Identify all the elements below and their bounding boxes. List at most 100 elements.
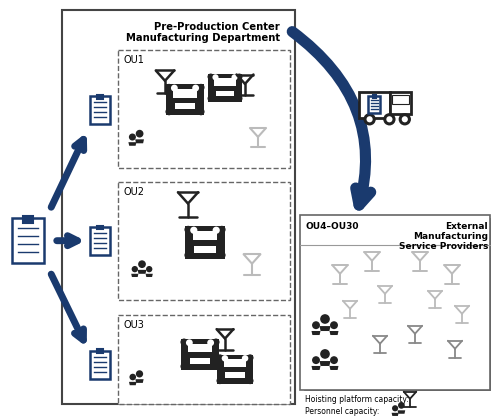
Bar bbox=[390, 93, 411, 114]
Circle shape bbox=[212, 339, 220, 346]
Polygon shape bbox=[330, 331, 338, 335]
Circle shape bbox=[212, 363, 220, 370]
Circle shape bbox=[136, 130, 143, 137]
Bar bbox=[217, 355, 253, 384]
Bar bbox=[358, 93, 390, 118]
Circle shape bbox=[136, 370, 143, 378]
Circle shape bbox=[186, 339, 193, 346]
Circle shape bbox=[208, 73, 214, 80]
Text: OU2: OU2 bbox=[123, 187, 144, 197]
Bar bbox=[62, 10, 295, 404]
Circle shape bbox=[198, 108, 204, 115]
Circle shape bbox=[198, 84, 204, 91]
Circle shape bbox=[232, 74, 237, 80]
Circle shape bbox=[312, 356, 320, 364]
Circle shape bbox=[242, 355, 248, 362]
Bar bbox=[97, 95, 103, 98]
Circle shape bbox=[184, 226, 192, 233]
Circle shape bbox=[146, 266, 152, 272]
Bar bbox=[118, 50, 290, 168]
Circle shape bbox=[184, 251, 192, 259]
Bar bbox=[368, 96, 380, 113]
Bar bbox=[216, 91, 234, 96]
Bar bbox=[118, 182, 290, 300]
Circle shape bbox=[166, 84, 172, 91]
Polygon shape bbox=[136, 379, 143, 383]
Text: Pre-Production Center: Pre-Production Center bbox=[154, 22, 280, 32]
Bar bbox=[194, 246, 216, 253]
Text: OU3: OU3 bbox=[123, 320, 144, 330]
Bar bbox=[23, 216, 33, 222]
Polygon shape bbox=[330, 366, 338, 370]
Bar bbox=[174, 103, 196, 109]
Polygon shape bbox=[398, 410, 405, 414]
Circle shape bbox=[398, 113, 411, 125]
Bar bbox=[90, 351, 110, 378]
Polygon shape bbox=[320, 326, 330, 331]
Circle shape bbox=[236, 95, 242, 102]
Bar bbox=[181, 339, 219, 370]
Bar bbox=[12, 218, 44, 263]
Circle shape bbox=[190, 227, 198, 234]
Bar bbox=[300, 215, 490, 390]
Text: External: External bbox=[446, 222, 488, 231]
Polygon shape bbox=[312, 366, 320, 370]
Text: Hoisting platform capacity:: Hoisting platform capacity: bbox=[305, 395, 409, 403]
Bar bbox=[392, 95, 409, 104]
Polygon shape bbox=[138, 270, 146, 274]
Bar bbox=[118, 315, 290, 404]
Bar bbox=[372, 95, 376, 98]
Circle shape bbox=[192, 85, 199, 91]
Circle shape bbox=[129, 134, 136, 140]
Bar bbox=[90, 96, 110, 124]
Polygon shape bbox=[129, 382, 136, 385]
Bar bbox=[90, 227, 110, 255]
Circle shape bbox=[222, 355, 228, 362]
Circle shape bbox=[386, 116, 392, 122]
Text: Service Providers: Service Providers bbox=[398, 242, 488, 251]
Polygon shape bbox=[131, 274, 138, 277]
Circle shape bbox=[218, 251, 226, 259]
Bar bbox=[173, 89, 197, 98]
Circle shape bbox=[218, 226, 226, 233]
Circle shape bbox=[364, 113, 376, 125]
Circle shape bbox=[330, 321, 338, 329]
Circle shape bbox=[320, 349, 330, 359]
Polygon shape bbox=[128, 142, 136, 146]
Circle shape bbox=[312, 321, 320, 329]
Bar bbox=[190, 358, 210, 364]
Circle shape bbox=[207, 339, 214, 346]
Circle shape bbox=[236, 73, 242, 80]
Circle shape bbox=[132, 266, 138, 272]
Bar bbox=[97, 225, 103, 230]
Text: OU4–OU30: OU4–OU30 bbox=[305, 222, 358, 231]
Circle shape bbox=[180, 339, 188, 346]
Circle shape bbox=[212, 227, 220, 234]
Circle shape bbox=[180, 363, 188, 370]
Circle shape bbox=[130, 374, 136, 380]
Bar bbox=[214, 78, 236, 86]
Circle shape bbox=[246, 378, 254, 384]
Polygon shape bbox=[312, 331, 320, 335]
Circle shape bbox=[138, 260, 146, 268]
Circle shape bbox=[398, 402, 405, 409]
Polygon shape bbox=[392, 413, 398, 416]
Circle shape bbox=[392, 405, 398, 411]
Circle shape bbox=[402, 116, 408, 122]
Circle shape bbox=[212, 74, 218, 80]
Circle shape bbox=[208, 95, 214, 102]
Bar bbox=[224, 359, 246, 367]
Bar bbox=[97, 349, 103, 353]
Bar bbox=[166, 84, 204, 115]
Bar bbox=[208, 74, 242, 102]
Circle shape bbox=[216, 354, 224, 361]
Text: Manufacturing: Manufacturing bbox=[413, 232, 488, 241]
Polygon shape bbox=[320, 361, 330, 366]
Circle shape bbox=[166, 108, 172, 115]
Circle shape bbox=[171, 85, 178, 91]
Circle shape bbox=[366, 116, 372, 122]
Bar bbox=[188, 344, 212, 352]
Circle shape bbox=[330, 356, 338, 364]
Circle shape bbox=[320, 314, 330, 324]
Text: Manufacturing Department: Manufacturing Department bbox=[126, 33, 280, 43]
